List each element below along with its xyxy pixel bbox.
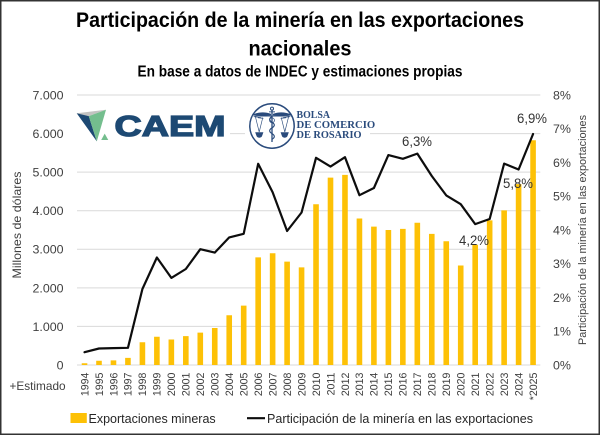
svg-text:5%: 5% <box>553 190 571 204</box>
svg-text:0%: 0% <box>553 358 571 372</box>
svg-text:2024: 2024 <box>513 373 525 397</box>
svg-text:DE COMERCIO: DE COMERCIO <box>297 119 376 131</box>
svg-text:2017: 2017 <box>412 373 424 397</box>
svg-text:2013: 2013 <box>354 373 366 397</box>
svg-text:1999: 1999 <box>152 373 164 397</box>
svg-text:2015: 2015 <box>383 373 395 397</box>
svg-text:1.000: 1.000 <box>32 320 63 334</box>
svg-text:2002: 2002 <box>195 373 207 397</box>
svg-text:4%: 4% <box>553 223 571 237</box>
svg-text:2014: 2014 <box>369 373 381 397</box>
svg-text:1996: 1996 <box>108 373 120 397</box>
svg-text:1998: 1998 <box>137 373 149 397</box>
svg-text:2018: 2018 <box>427 373 439 397</box>
svg-text:2004: 2004 <box>224 373 236 397</box>
svg-text:3%: 3% <box>553 257 571 271</box>
svg-text:3.000: 3.000 <box>32 243 63 257</box>
svg-text:2011: 2011 <box>325 372 337 395</box>
svg-text:2023: 2023 <box>499 373 511 397</box>
svg-text:BOLSA: BOLSA <box>297 109 331 121</box>
svg-text:2003: 2003 <box>210 373 222 397</box>
svg-text:2007: 2007 <box>267 373 279 397</box>
svg-text:1997: 1997 <box>123 373 135 397</box>
svg-text:nacionales: nacionales <box>249 37 352 60</box>
svg-text:7.000: 7.000 <box>32 88 63 102</box>
svg-text:Participación de la minería en: Participación de la minería en las expor… <box>267 412 533 426</box>
svg-text:1994: 1994 <box>79 373 91 397</box>
svg-text:4.000: 4.000 <box>32 204 63 218</box>
svg-text:2012: 2012 <box>340 373 352 397</box>
svg-text:2%: 2% <box>553 291 571 305</box>
svg-text:2.000: 2.000 <box>32 281 63 295</box>
svg-text:2006: 2006 <box>253 373 265 397</box>
svg-text:6.000: 6.000 <box>32 127 63 141</box>
svg-text:6%: 6% <box>553 156 571 170</box>
svg-text:2021: 2021 <box>470 373 482 397</box>
svg-text:1%: 1% <box>553 325 571 339</box>
svg-text:2001: 2001 <box>181 373 193 397</box>
svg-text:+Estimado: +Estimado <box>10 379 67 393</box>
svg-text:CAEM: CAEM <box>115 111 226 143</box>
svg-text:4,2%: 4,2% <box>459 232 489 248</box>
svg-text:Exportaciones mineras: Exportaciones mineras <box>89 412 216 426</box>
svg-text:*2025: *2025 <box>528 373 540 401</box>
svg-text:1995: 1995 <box>94 373 106 397</box>
svg-text:2005: 2005 <box>238 373 250 397</box>
svg-text:2008: 2008 <box>282 373 294 397</box>
svg-text:Participación de la minería en: Participación de la minería en las expor… <box>76 8 524 32</box>
svg-text:2019: 2019 <box>441 373 453 397</box>
svg-text:5,8%: 5,8% <box>503 175 533 191</box>
svg-text:Participación de la minería en: Participación de la minería en las expor… <box>577 114 589 345</box>
svg-text:0: 0 <box>57 358 64 372</box>
svg-text:2020: 2020 <box>456 373 468 397</box>
svg-text:6,3%: 6,3% <box>402 133 432 149</box>
svg-text:2000: 2000 <box>166 373 178 397</box>
svg-text:2022: 2022 <box>484 373 496 397</box>
svg-text:DE ROSARIO: DE ROSARIO <box>297 129 362 141</box>
svg-text:8%: 8% <box>553 88 571 102</box>
svg-text:2016: 2016 <box>398 373 410 397</box>
svg-text:5.000: 5.000 <box>32 166 63 180</box>
svg-text:2009: 2009 <box>296 373 308 397</box>
svg-text:En base a datos de INDEC y est: En base a datos de INDEC y estimaciones … <box>138 64 463 81</box>
svg-text:2010: 2010 <box>311 373 323 397</box>
svg-text:6,9%: 6,9% <box>517 110 547 126</box>
svg-text:Millones de dólares: Millones de dólares <box>10 172 24 279</box>
svg-text:7%: 7% <box>553 122 571 136</box>
